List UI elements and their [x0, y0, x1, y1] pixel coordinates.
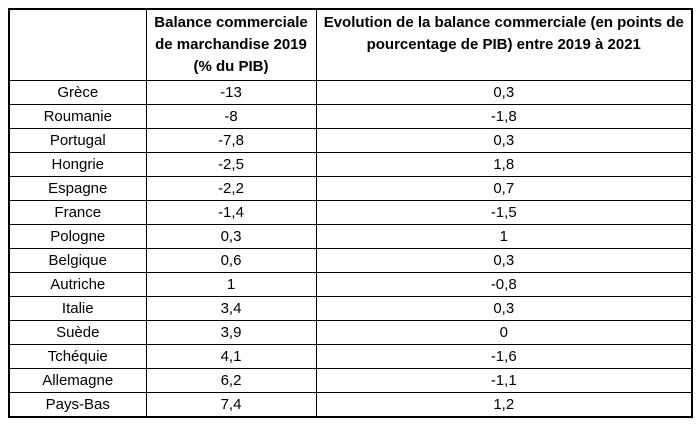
balance-cell: 4,1: [145, 344, 317, 369]
table-row: Roumanie -8 -1,8: [8, 104, 693, 129]
balance-cell: 1: [145, 272, 317, 297]
table-row: Autriche 1 -0,8: [8, 272, 693, 297]
evolution-cell: 0,7: [315, 176, 693, 201]
balance-cell: 6,2: [145, 368, 317, 393]
country-cell: Tchéquie: [8, 344, 147, 369]
balance-cell: -8: [145, 104, 317, 129]
country-cell: Pologne: [8, 224, 147, 249]
trade-balance-table: Balance commerciale de marchandise 2019 …: [8, 8, 693, 418]
table-row: Hongrie -2,5 1,8: [8, 152, 693, 177]
table-row: Suède 3,9 0: [8, 320, 693, 345]
balance-cell: 3,9: [145, 320, 317, 345]
balance-cell: 0,6: [145, 248, 317, 273]
country-cell: Suède: [8, 320, 147, 345]
header-row: Balance commerciale de marchandise 2019 …: [8, 8, 693, 81]
evolution-cell: 0,3: [315, 128, 693, 153]
table-row: Italie 3,4 0,3: [8, 296, 693, 321]
table-row: Grèce -13 0,3: [8, 80, 693, 105]
evolution-cell: 0,3: [315, 248, 693, 273]
column-header-balance: Balance commerciale de marchandise 2019 …: [145, 8, 317, 81]
balance-cell: -1,4: [145, 200, 317, 225]
evolution-cell: 1: [315, 224, 693, 249]
country-cell: Belgique: [8, 248, 147, 273]
table-row: Portugal -7,8 0,3: [8, 128, 693, 153]
evolution-cell: -1,5: [315, 200, 693, 225]
balance-cell: -13: [145, 80, 317, 105]
table-row: Belgique 0,6 0,3: [8, 248, 693, 273]
trade-balance-table-container: Balance commerciale de marchandise 2019 …: [8, 8, 693, 418]
country-cell: Grèce: [8, 80, 147, 105]
column-header-evolution: Evolution de la balance commerciale (en …: [315, 8, 693, 81]
table-row: Allemagne 6,2 -1,1: [8, 368, 693, 393]
balance-cell: -2,5: [145, 152, 317, 177]
evolution-cell: -1,6: [315, 344, 693, 369]
country-cell: Italie: [8, 296, 147, 321]
country-cell: Autriche: [8, 272, 147, 297]
country-cell: Espagne: [8, 176, 147, 201]
table-row: Espagne -2,2 0,7: [8, 176, 693, 201]
country-cell: France: [8, 200, 147, 225]
corner-header-cell: [8, 8, 147, 81]
country-cell: Roumanie: [8, 104, 147, 129]
evolution-cell: 0: [315, 320, 693, 345]
evolution-cell: 0,3: [315, 296, 693, 321]
balance-cell: -2,2: [145, 176, 317, 201]
country-cell: Allemagne: [8, 368, 147, 393]
balance-cell: 7,4: [145, 392, 317, 418]
table-row: Tchéquie 4,1 -1,6: [8, 344, 693, 369]
table-body: Grèce -13 0,3 Roumanie -8 -1,8 Portugal …: [8, 80, 693, 418]
evolution-cell: -1,8: [315, 104, 693, 129]
table-header: Balance commerciale de marchandise 2019 …: [8, 8, 693, 81]
country-cell: Hongrie: [8, 152, 147, 177]
table-row: Pays-Bas 7,4 1,2: [8, 392, 693, 418]
country-cell: Pays-Bas: [8, 392, 147, 418]
table-row: France -1,4 -1,5: [8, 200, 693, 225]
balance-cell: 3,4: [145, 296, 317, 321]
table-row: Pologne 0,3 1: [8, 224, 693, 249]
balance-cell: 0,3: [145, 224, 317, 249]
evolution-cell: -1,1: [315, 368, 693, 393]
country-cell: Portugal: [8, 128, 147, 153]
evolution-cell: -0,8: [315, 272, 693, 297]
evolution-cell: 1,2: [315, 392, 693, 418]
balance-cell: -7,8: [145, 128, 317, 153]
evolution-cell: 1,8: [315, 152, 693, 177]
evolution-cell: 0,3: [315, 80, 693, 105]
